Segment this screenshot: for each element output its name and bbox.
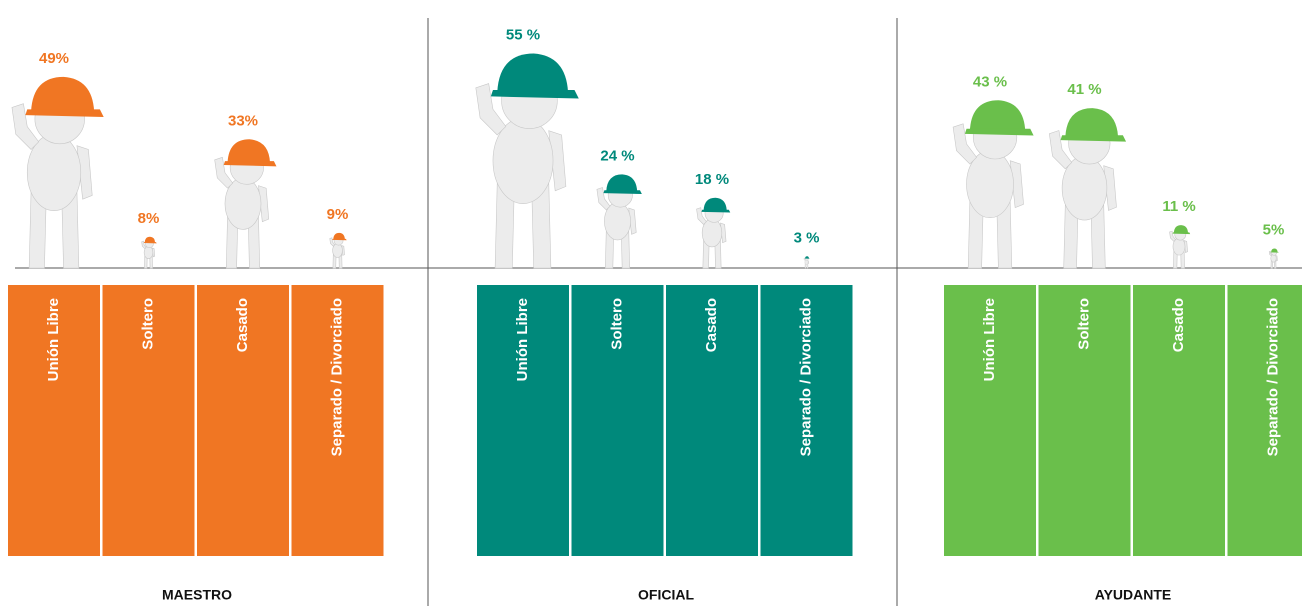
- figure-arm: [803, 257, 806, 261]
- category-label: Casado: [234, 298, 251, 352]
- figure: [329, 232, 347, 269]
- figure-helmet-brim: [964, 128, 1034, 136]
- figure-helmet-brim: [490, 89, 579, 99]
- figure-arm: [1009, 160, 1024, 209]
- category-box: [1038, 285, 1131, 556]
- figure: [141, 236, 157, 269]
- figure-arm: [141, 240, 147, 250]
- figure-helmet-brim: [1060, 135, 1127, 142]
- category-box: [666, 285, 758, 556]
- figure-arm: [76, 145, 93, 200]
- figure-helmet: [1173, 225, 1189, 233]
- value-label: 33%: [228, 112, 258, 129]
- figure-helmet: [606, 174, 638, 192]
- figure-helmet: [703, 197, 727, 211]
- category-label: Soltero: [608, 298, 625, 350]
- category-label: Unión Libre: [514, 298, 531, 381]
- category-box: [197, 285, 289, 556]
- figure-helmet-brim: [25, 109, 104, 118]
- figure: [803, 256, 810, 269]
- value-label: 11 %: [1162, 198, 1195, 215]
- figure-arm: [11, 103, 40, 150]
- figure: [952, 100, 1034, 269]
- figure-arm: [596, 187, 611, 211]
- category-box: [760, 285, 853, 556]
- figure-helmet: [1065, 108, 1119, 137]
- category-label: Soltero: [139, 298, 156, 350]
- category-box: [944, 285, 1036, 556]
- figure: [1169, 225, 1191, 269]
- figure: [1048, 108, 1127, 269]
- figure-helmet-brim: [223, 161, 277, 167]
- figure-helmet: [227, 139, 271, 163]
- figure-helmet-brim: [603, 190, 642, 195]
- group-title: MAESTRO: [162, 587, 232, 603]
- figure-arm: [214, 156, 234, 189]
- figure-helmet: [1271, 248, 1278, 253]
- figure-arm: [1169, 230, 1176, 242]
- group-title: OFICIAL: [638, 587, 694, 603]
- group-title: AYUDANTE: [1095, 587, 1172, 603]
- category-label: Casado: [703, 298, 720, 352]
- category-label: Unión Libre: [45, 298, 62, 381]
- figure: [696, 197, 731, 269]
- figure-helmet: [144, 236, 156, 243]
- category-box: [1227, 285, 1302, 556]
- value-label: 8%: [138, 210, 160, 227]
- figure-helmet: [497, 53, 569, 93]
- category-box: [291, 285, 384, 556]
- value-label: 9%: [327, 206, 349, 223]
- figure-arm: [1268, 250, 1273, 257]
- figure-arm: [1103, 165, 1117, 211]
- category-label: Casado: [1170, 298, 1187, 352]
- figure-arm: [548, 130, 567, 192]
- figure-body: [492, 117, 554, 204]
- category-box: [1133, 285, 1225, 556]
- figure-arm: [696, 207, 707, 225]
- value-label: 3 %: [794, 229, 820, 246]
- figure-helmet: [333, 232, 345, 240]
- category-label: Unión Libre: [981, 298, 998, 381]
- category-label: Separado / Divorciado: [1264, 298, 1281, 456]
- value-label: 55 %: [506, 26, 540, 43]
- category-box: [571, 285, 664, 556]
- category-box: [102, 285, 195, 556]
- category-label: Soltero: [1075, 298, 1092, 350]
- figure-helmet-brim: [143, 242, 157, 244]
- figure-helmet: [969, 100, 1026, 131]
- figure-helmet: [31, 76, 95, 112]
- value-label: 5%: [1263, 221, 1285, 238]
- value-label: 24 %: [600, 147, 634, 164]
- value-label: 41 %: [1067, 81, 1101, 98]
- value-label: 18 %: [695, 171, 729, 188]
- figure-helmet-brim: [332, 238, 347, 241]
- figure: [596, 174, 642, 269]
- figure-arm: [952, 123, 977, 165]
- figure-arm: [258, 185, 270, 223]
- category-box: [477, 285, 569, 556]
- category-box: [8, 285, 100, 556]
- figure-arm: [329, 237, 336, 247]
- figure-arm: [1048, 130, 1073, 170]
- value-label: 43 %: [973, 73, 1007, 90]
- figure-arm: [628, 207, 637, 235]
- figure: [11, 76, 104, 269]
- figure: [1268, 248, 1279, 269]
- figure-helmet: [805, 256, 809, 259]
- category-label: Separado / Divorciado: [328, 298, 345, 456]
- figure: [475, 53, 579, 269]
- figure-helmet-brim: [1270, 251, 1279, 253]
- figure-helmet-brim: [701, 209, 731, 213]
- figure-arm: [475, 83, 507, 136]
- category-label: Separado / Divorciado: [797, 298, 814, 456]
- figure-helmet-brim: [1172, 232, 1191, 235]
- value-label: 49%: [39, 50, 69, 67]
- figure: [214, 139, 277, 269]
